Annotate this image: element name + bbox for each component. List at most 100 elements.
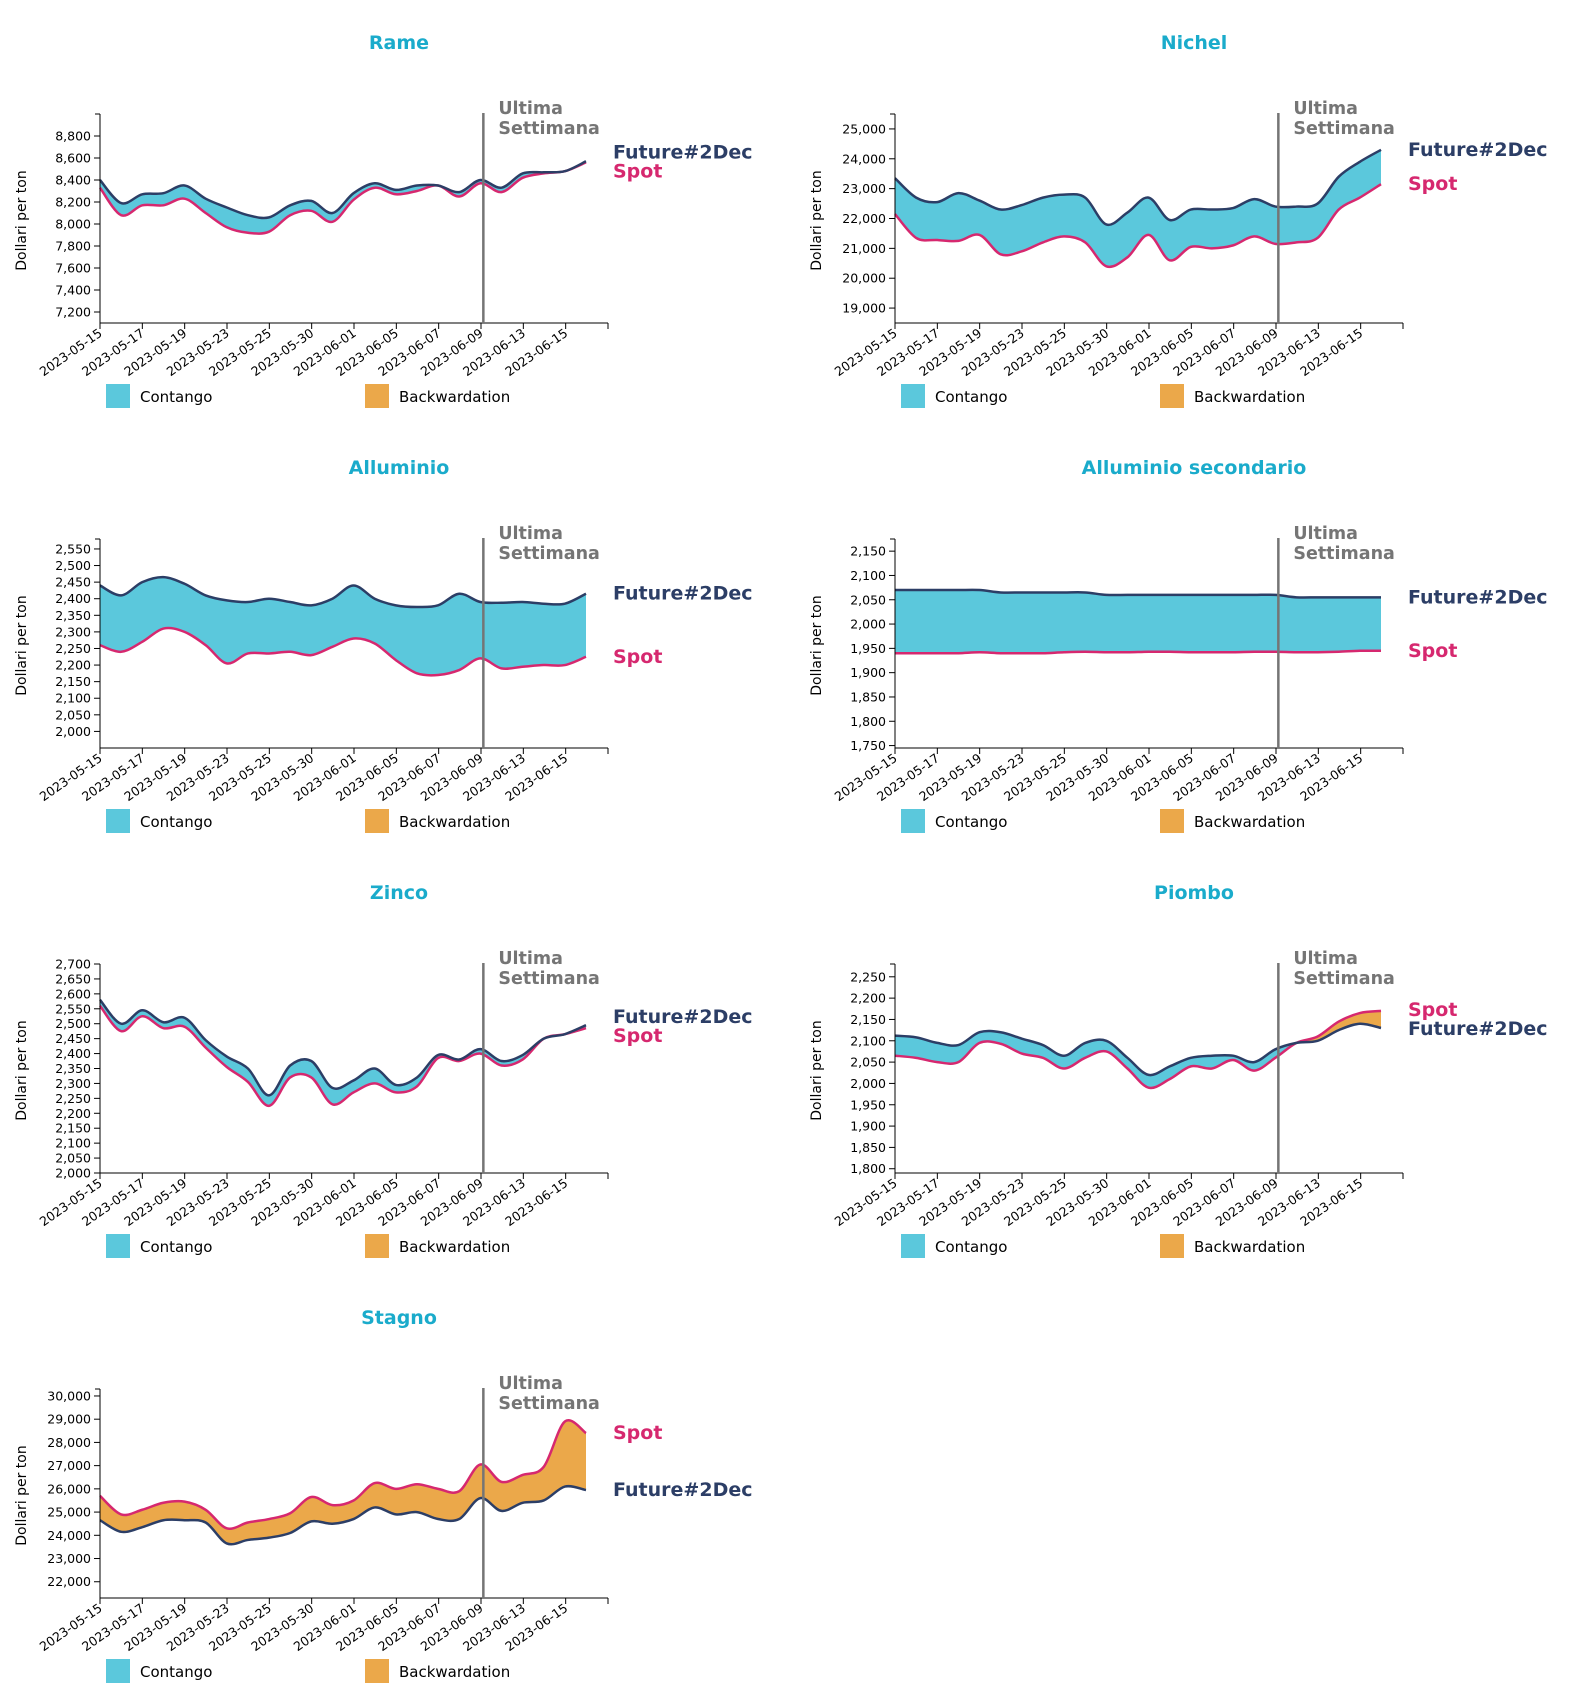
y-tick-label: 2,200	[850, 991, 886, 1006]
y-tick-label: 25,000	[47, 1505, 91, 1520]
y-tick-label: 1,950	[850, 1097, 886, 1112]
chart-title: Nichel	[1161, 32, 1228, 54]
chart-panel-piombo: Piombo 1,800 1,850 1,900 1,950 2,000 2,050 2,10…	[795, 850, 1575, 1270]
future-line	[99, 999, 587, 1097]
y-tick-label: 2,400	[55, 1046, 91, 1061]
y-tick-label: 2,500	[55, 1016, 91, 1031]
last-week-label: Ultima	[1293, 524, 1358, 544]
y-tick-label: 2,300	[55, 1076, 91, 1091]
future-series-label: Future#2Dec	[613, 1006, 753, 1028]
future-line	[894, 1022, 1382, 1077]
y-tick-label: 2,150	[55, 674, 91, 689]
y-tick-label: 21,000	[842, 241, 886, 256]
y-tick-label: 2,700	[55, 957, 91, 972]
chart-panel-alluminio: Alluminio 2,000 2,050 2,100 2,150 2,200 2,250 2…	[0, 425, 780, 845]
spot-line	[99, 1419, 587, 1531]
y-tick-label: 25,000	[842, 121, 886, 136]
y-tick-label: 2,150	[850, 544, 886, 559]
y-axis-label: Dollari per ton	[14, 170, 30, 270]
spot-series-label: Spot	[1408, 999, 1457, 1021]
y-tick-label: 23,000	[842, 181, 886, 196]
y-tick-label: 1,850	[850, 689, 886, 704]
spot-series-label: Spot	[613, 646, 662, 668]
chart-title: Zinco	[370, 882, 428, 904]
y-tick-label: 2,450	[55, 575, 91, 590]
y-tick-label: 22,000	[842, 211, 886, 226]
future-series-label: Future#2Dec	[1408, 586, 1548, 608]
legend-label-backwardation: Backwardation	[1194, 1238, 1305, 1256]
y-tick-label: 8,800	[55, 129, 91, 144]
last-week-label: Settimana	[1293, 969, 1395, 989]
y-tick-label: 29,000	[47, 1412, 91, 1427]
last-week-label: Ultima	[498, 949, 563, 969]
y-tick-label: 2,050	[55, 1151, 91, 1166]
contango-area	[100, 999, 586, 1106]
legend-label-backwardation: Backwardation	[1194, 813, 1305, 831]
y-tick-label: 2,050	[850, 1055, 886, 1070]
legend-label-contango: Contango	[140, 1663, 212, 1681]
last-week-label: Ultima	[1293, 99, 1358, 119]
chart-title: Piombo	[1154, 882, 1234, 904]
legend-label-backwardation: Backwardation	[399, 1238, 510, 1256]
y-tick-label: 2,000	[55, 1166, 91, 1181]
legend-swatch-contango	[901, 809, 925, 833]
future-line	[99, 160, 587, 220]
spot-line	[894, 183, 1382, 269]
legend-swatch-backwardation	[365, 1234, 389, 1258]
chart-title: Alluminio	[349, 457, 450, 479]
contango-area	[895, 1010, 1381, 1088]
chart-panel-zinco: Zinco 2,000 2,050 2,100 2,150 2,200 2,250 2,300…	[0, 850, 780, 1270]
y-tick-label: 1,800	[850, 714, 886, 729]
y-axis-label: Dollari per ton	[14, 1020, 30, 1120]
y-tick-label: 1,950	[850, 641, 886, 656]
spot-series-label: Spot	[613, 160, 662, 182]
chart-panel-stagno: Stagno 22,000 23,000 24,000 25,000 26,000 27,0…	[0, 1275, 780, 1695]
spot-line	[99, 626, 587, 677]
y-tick-label: 2,500	[55, 558, 91, 573]
y-tick-label: 2,100	[850, 568, 886, 583]
y-tick-label: 2,400	[55, 591, 91, 606]
chart-svg: Zinco 2,0002,0502,1002,1502,2002,2502,300…	[14, 882, 753, 1258]
future-series-label: Future#2Dec	[1408, 1018, 1548, 1040]
last-week-label: Settimana	[498, 119, 600, 139]
future-line	[894, 148, 1382, 227]
legend-swatch-backwardation	[1160, 384, 1184, 408]
y-tick-label: 22,000	[47, 1574, 91, 1589]
y-tick-label: 2,000	[850, 1076, 886, 1091]
y-tick-label: 2,150	[55, 1121, 91, 1136]
y-tick-label: 20,000	[842, 271, 886, 286]
chart-panel-nichel: Nichel 19,000 20,000 21,000 22,000 23,000 24,0…	[795, 0, 1575, 420]
legend-swatch-backwardation	[365, 809, 389, 833]
future-line	[99, 575, 587, 609]
y-tick-label: 2,250	[55, 641, 91, 656]
spot-series-label: Spot	[613, 1025, 662, 1047]
y-tick-label: 2,250	[850, 969, 886, 984]
y-tick-label: 2,600	[55, 986, 91, 1001]
y-tick-label: 26,000	[47, 1481, 91, 1496]
last-week-label: Settimana	[498, 969, 600, 989]
legend-swatch-contango	[106, 1659, 130, 1683]
future-series-label: Future#2Dec	[613, 583, 753, 605]
y-tick-label: 2,300	[55, 624, 91, 639]
y-tick-label: 1,900	[850, 1119, 886, 1134]
legend-swatch-backwardation	[365, 384, 389, 408]
legend-swatch-contango	[901, 384, 925, 408]
last-week-label: Ultima	[1293, 949, 1358, 969]
y-tick-label: 2,050	[850, 592, 886, 607]
y-tick-label: 1,850	[850, 1140, 886, 1155]
y-tick-label: 8,600	[55, 151, 91, 166]
y-tick-label: 2,550	[55, 541, 91, 556]
contango-area	[895, 589, 1381, 654]
future-series-label: Future#2Dec	[1408, 139, 1548, 161]
y-tick-label: 24,000	[842, 151, 886, 166]
y-tick-label: 2,100	[55, 691, 91, 706]
legend-swatch-contango	[106, 1234, 130, 1258]
spot-series-label: Spot	[1408, 173, 1457, 195]
legend-label-contango: Contango	[935, 813, 1007, 831]
y-tick-label: 8,000	[55, 217, 91, 232]
y-tick-label: 2,350	[55, 608, 91, 623]
y-tick-label: 2,200	[55, 1106, 91, 1121]
legend-label-backwardation: Backwardation	[1194, 388, 1305, 406]
chart-panel-rame: Rame 7,200 7,400 7,600 7,800 8,000 8,200 8,400 8…	[0, 0, 780, 420]
spot-line	[98, 161, 587, 235]
